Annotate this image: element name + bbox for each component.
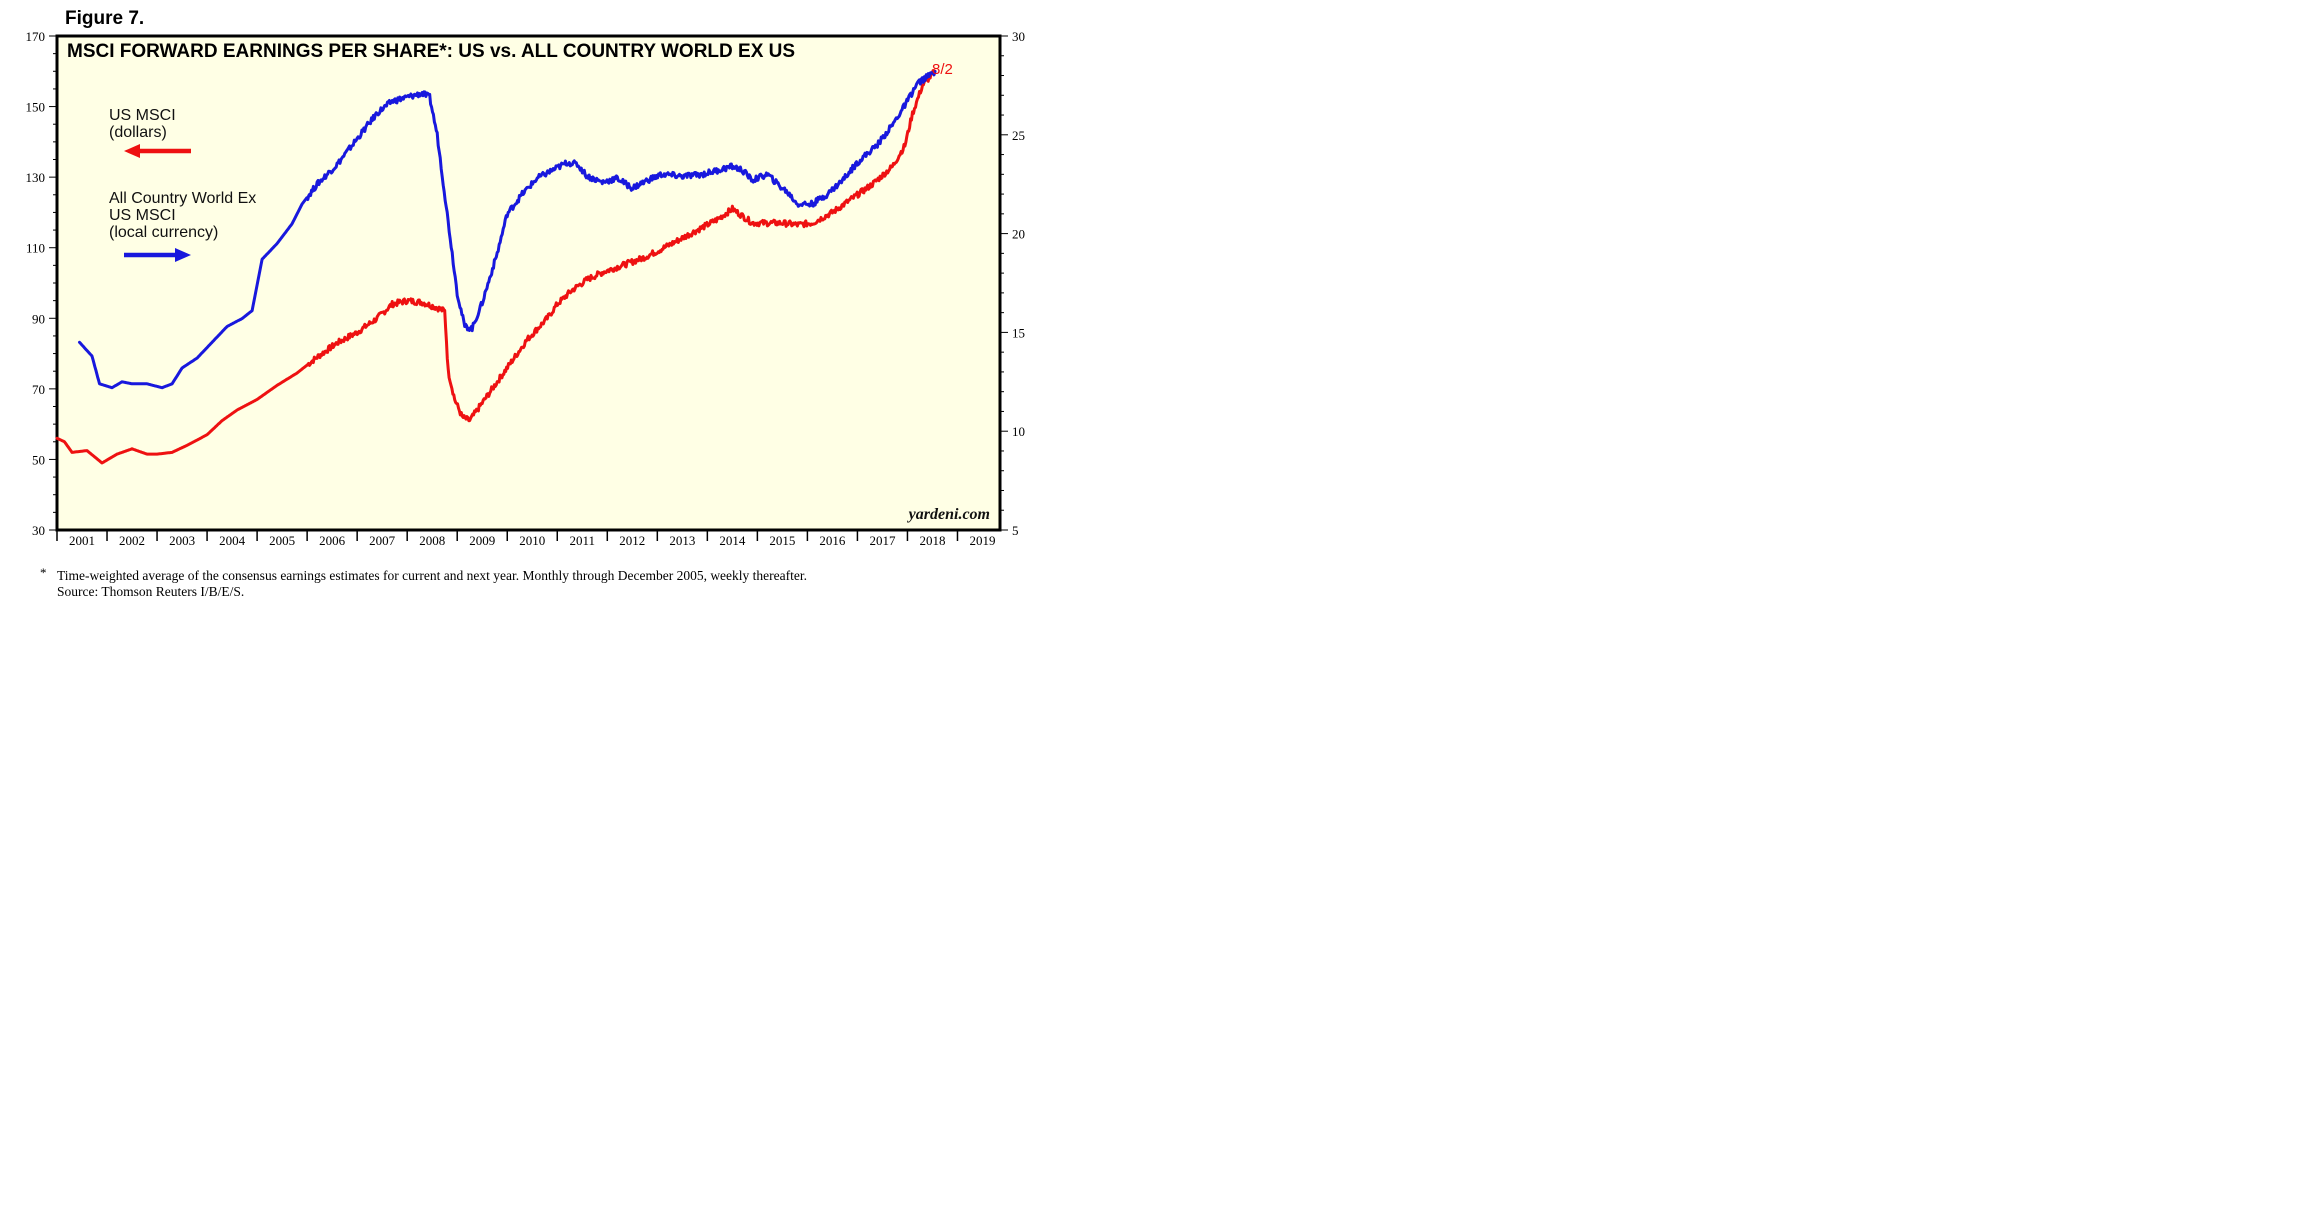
x-tick-label: 2012 bbox=[619, 533, 645, 548]
left-tick-label: 150 bbox=[26, 100, 46, 115]
series-layer bbox=[55, 69, 937, 465]
chart-title: MSCI FORWARD EARNINGS PER SHARE*: US vs.… bbox=[67, 41, 795, 62]
left-axis: 170 150 130 110 90 70 50 30 bbox=[26, 29, 57, 538]
series-line-acwx-msci bbox=[78, 70, 937, 390]
left-tick-label: 90 bbox=[32, 311, 45, 326]
left-arrow-icon bbox=[124, 144, 191, 158]
x-tick-label: 2015 bbox=[769, 533, 795, 548]
right-axis: 30 25 20 15 10 5 bbox=[1000, 29, 1025, 538]
watermark: yardeni.com bbox=[907, 506, 990, 523]
x-tick-label: 2019 bbox=[969, 533, 995, 548]
figure-label: Figure 7. bbox=[65, 8, 144, 29]
plot-area bbox=[55, 34, 1002, 532]
right-tick-label: 30 bbox=[1012, 29, 1025, 44]
x-tick-label: 2016 bbox=[819, 533, 846, 548]
series-line-us-msci bbox=[55, 69, 937, 465]
x-tick-label: 2013 bbox=[669, 533, 695, 548]
legend-item-acwx: All Country World Ex US MSCI (local curr… bbox=[109, 190, 256, 262]
legend: US MSCI (dollars) All Country World Ex U… bbox=[109, 107, 256, 262]
x-tick-label: 2002 bbox=[119, 533, 145, 548]
x-tick-label: 2010 bbox=[519, 533, 545, 548]
end-date-annotation: 8/2 bbox=[932, 61, 953, 78]
left-tick-label: 130 bbox=[26, 170, 46, 185]
legend-acwx-line1: All Country World Ex bbox=[109, 190, 256, 207]
legend-item-us: US MSCI (dollars) bbox=[109, 107, 191, 158]
right-arrow-icon bbox=[124, 248, 191, 262]
x-tick-label: 2018 bbox=[919, 533, 945, 548]
left-tick-label: 30 bbox=[32, 523, 45, 538]
x-tick-label: 2006 bbox=[319, 533, 346, 548]
x-tick-label: 2017 bbox=[869, 533, 896, 548]
footnote: * Time-weighted average of the consensus… bbox=[40, 565, 807, 599]
right-tick-label: 15 bbox=[1012, 325, 1025, 340]
left-tick-label: 50 bbox=[32, 452, 45, 467]
x-tick-label: 2004 bbox=[219, 533, 246, 548]
x-tick-label: 2001 bbox=[69, 533, 95, 548]
legend-us-line1: US MSCI bbox=[109, 107, 176, 124]
left-tick-label: 170 bbox=[26, 29, 46, 44]
left-tick-label: 70 bbox=[32, 382, 45, 397]
legend-acwx-line3: (local currency) bbox=[109, 224, 218, 241]
right-tick-label: 5 bbox=[1012, 523, 1019, 538]
x-tick-label: 2005 bbox=[269, 533, 295, 548]
x-tick-label: 2011 bbox=[570, 533, 596, 548]
right-tick-label: 20 bbox=[1012, 227, 1025, 242]
footnote-star: * bbox=[40, 565, 47, 580]
right-tick-label: 10 bbox=[1012, 424, 1025, 439]
right-tick-label: 25 bbox=[1012, 128, 1025, 143]
legend-acwx-line2: US MSCI bbox=[109, 207, 176, 224]
x-tick-label: 2009 bbox=[469, 533, 495, 548]
legend-us-line2: (dollars) bbox=[109, 124, 167, 141]
x-axis: 2001 2002 2003 2004 2005 2006 2007 2008 2009 2010… bbox=[56, 530, 995, 548]
x-tick-label: 2014 bbox=[719, 533, 746, 548]
footnote-line1: Time-weighted average of the consensus e… bbox=[57, 568, 807, 583]
x-tick-label: 2007 bbox=[369, 533, 396, 548]
left-tick-label: 110 bbox=[26, 241, 45, 256]
footnote-line2: Source: Thomson Reuters I/B/E/S. bbox=[57, 584, 244, 599]
x-tick-label: 2003 bbox=[169, 533, 195, 548]
x-tick-label: 2008 bbox=[419, 533, 445, 548]
